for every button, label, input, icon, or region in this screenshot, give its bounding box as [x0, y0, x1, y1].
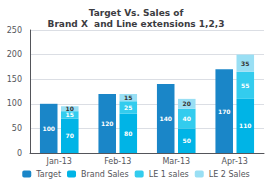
svg-text:40: 40 — [183, 115, 191, 122]
svg-text:140: 140 — [159, 115, 172, 122]
svg-text:150: 150 — [7, 75, 22, 84]
svg-text:Brand Sales: Brand Sales — [81, 170, 129, 179]
svg-text:LE 1 sales: LE 1 sales — [149, 170, 189, 179]
svg-text:Mar-13: Mar-13 — [162, 157, 190, 166]
svg-text:Target Vs. Sales of: Target Vs. Sales of — [89, 8, 184, 18]
svg-text:25: 25 — [124, 104, 132, 111]
svg-text:80: 80 — [124, 130, 132, 137]
svg-text:LE 2 Sales: LE 2 Sales — [209, 170, 250, 179]
svg-text:0: 0 — [17, 149, 22, 158]
svg-text:170: 170 — [218, 108, 231, 115]
svg-text:Jan-13: Jan-13 — [46, 157, 72, 166]
svg-text:100: 100 — [7, 99, 22, 108]
svg-text:250: 250 — [7, 26, 22, 35]
svg-text:Feb-13: Feb-13 — [104, 157, 131, 166]
svg-text:10: 10 — [66, 105, 74, 112]
svg-text:20: 20 — [183, 100, 191, 107]
svg-text:Apr-13: Apr-13 — [222, 157, 248, 166]
svg-text:15: 15 — [66, 111, 74, 118]
svg-text:35: 35 — [241, 60, 249, 67]
svg-text:70: 70 — [66, 132, 74, 139]
svg-text:Brand X and Line extensions 1: Brand X and Line extensions 1,2,3 — [48, 19, 225, 29]
svg-text:120: 120 — [101, 120, 114, 127]
svg-text:15: 15 — [124, 94, 132, 101]
svg-text:55: 55 — [241, 82, 249, 89]
svg-text:50: 50 — [12, 124, 22, 133]
svg-text:200: 200 — [7, 50, 22, 59]
svg-text:100: 100 — [42, 125, 55, 132]
svg-text:110: 110 — [239, 122, 252, 129]
svg-text:Target: Target — [35, 170, 61, 179]
svg-text:50: 50 — [183, 137, 191, 144]
